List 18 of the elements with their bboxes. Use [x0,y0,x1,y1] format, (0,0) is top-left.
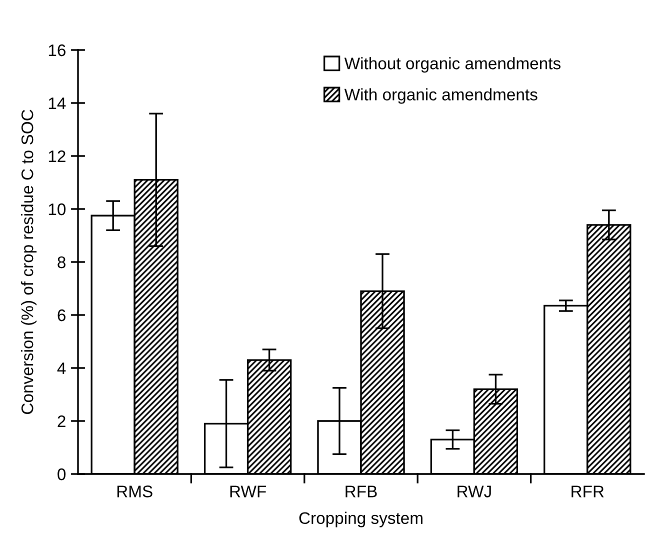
x-tick-label: RFB [346,486,377,498]
y-tick-label: 0 [58,468,66,480]
y-tick-label: 8 [58,256,66,268]
y-tick-label: 2 [58,415,66,428]
legend-label: With organic amendments [344,88,538,104]
y-tick-label: 10 [48,203,66,216]
y-tick-label: 16 [48,44,66,56]
x-tick-label: RWF [230,486,266,498]
x-tick-label: RFR [572,486,604,498]
x-tick-label: RMS [117,486,152,498]
y-tick-label: 4 [57,362,66,374]
y-axis-title: Conversion (%) of crop residue C to SOC [21,110,37,414]
y-tick-label: 6 [58,309,66,322]
y-tick-label: 14 [48,98,66,110]
y-tick-label: 12 [48,150,66,162]
x-axis-title: Cropping system [299,512,422,528]
legend-label: Without organic amendments [344,57,560,73]
x-tick-label: RWJ [458,486,491,498]
